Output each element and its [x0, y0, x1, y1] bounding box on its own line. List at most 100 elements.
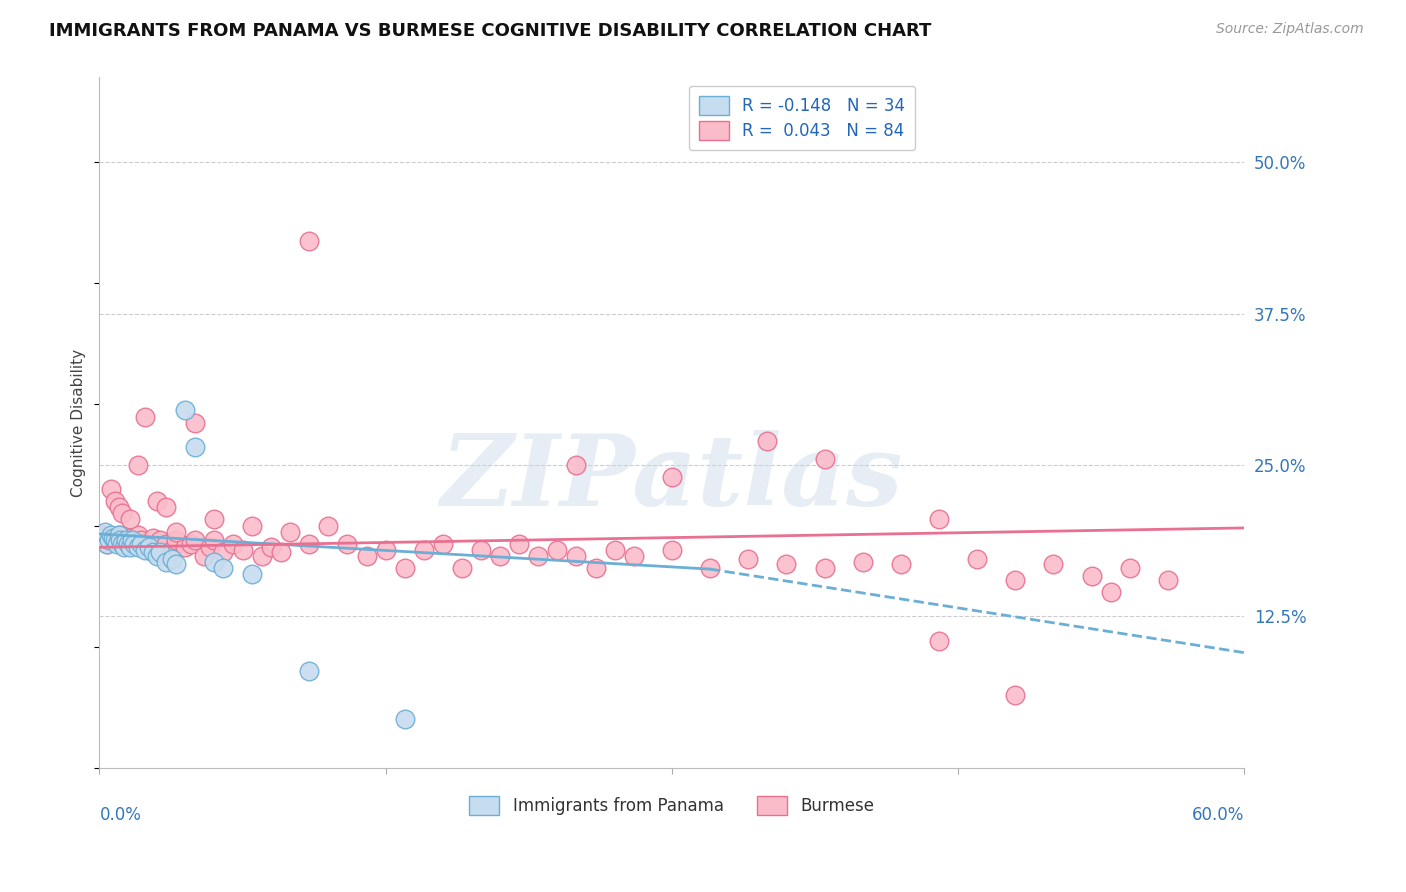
Point [1004, 573, 1026, 587]
Point [138, 541, 160, 555]
Point [149, 545, 172, 559]
Point [184, 440, 207, 454]
Point [527, 549, 550, 563]
Point [115, 536, 138, 550]
Point [165, 524, 187, 539]
Point [1080, 569, 1102, 583]
Point [104, 494, 127, 508]
Point [432, 536, 454, 550]
Point [623, 549, 645, 563]
Point [412, 542, 434, 557]
Point [775, 558, 797, 572]
Point [240, 566, 263, 581]
Point [142, 545, 165, 559]
Point [813, 561, 835, 575]
Point [91, 528, 114, 542]
Point [928, 512, 950, 526]
Point [508, 536, 530, 550]
Point [193, 549, 215, 563]
Point [966, 552, 988, 566]
Point [111, 507, 134, 521]
Point [145, 494, 167, 508]
Point [212, 545, 235, 559]
Point [603, 542, 626, 557]
Point [165, 558, 187, 572]
Point [232, 542, 254, 557]
Point [127, 541, 149, 555]
Y-axis label: Cognitive Disability: Cognitive Disability [72, 349, 86, 497]
Point [122, 536, 145, 550]
Point [202, 512, 225, 526]
Point [112, 541, 135, 555]
Point [180, 536, 202, 550]
Point [260, 541, 283, 555]
Point [565, 458, 588, 472]
Text: Source: ZipAtlas.com: Source: ZipAtlas.com [1216, 22, 1364, 37]
Point [127, 458, 149, 472]
Point [585, 561, 607, 575]
Point [174, 403, 197, 417]
Point [394, 561, 416, 575]
Point [1157, 573, 1180, 587]
Point [100, 482, 122, 496]
Point [160, 552, 183, 566]
Point [149, 533, 172, 547]
Point [100, 528, 122, 542]
Point [155, 536, 177, 550]
Text: 0.0%: 0.0% [100, 805, 142, 823]
Point [96, 536, 118, 550]
Point [118, 541, 141, 555]
Point [298, 664, 321, 678]
Point [394, 712, 416, 726]
Point [98, 533, 121, 547]
Point [121, 533, 143, 547]
Point [1042, 558, 1064, 572]
Point [174, 541, 197, 555]
Point [165, 533, 187, 547]
Point [110, 533, 132, 547]
Point [270, 545, 292, 559]
Point [107, 500, 129, 515]
Point [142, 531, 165, 545]
Point [813, 451, 835, 466]
Point [100, 531, 122, 545]
Point [122, 536, 145, 550]
Point [1004, 688, 1026, 702]
Point [661, 542, 683, 557]
Point [565, 549, 588, 563]
Point [184, 533, 207, 547]
Point [94, 524, 117, 539]
Point [298, 234, 321, 248]
Text: IMMIGRANTS FROM PANAMA VS BURMESE COGNITIVE DISABILITY CORRELATION CHART: IMMIGRANTS FROM PANAMA VS BURMESE COGNIT… [49, 22, 932, 40]
Point [470, 542, 492, 557]
Point [890, 558, 912, 572]
Point [1119, 561, 1142, 575]
Point [298, 536, 321, 550]
Point [155, 500, 177, 515]
Point [131, 536, 153, 550]
Point [489, 549, 512, 563]
Point [699, 561, 721, 575]
Legend: Immigrants from Panama, Burmese: Immigrants from Panama, Burmese [463, 789, 882, 822]
Point [198, 541, 221, 555]
Text: ZIPatlas: ZIPatlas [440, 430, 903, 526]
Point [451, 561, 474, 575]
Point [111, 536, 134, 550]
Point [101, 531, 124, 545]
Point [318, 518, 340, 533]
Point [661, 470, 683, 484]
Point [212, 561, 235, 575]
Point [118, 531, 141, 545]
Point [134, 542, 156, 557]
Point [374, 542, 396, 557]
Point [107, 528, 129, 542]
Point [356, 549, 378, 563]
Point [91, 531, 114, 545]
Point [222, 536, 245, 550]
Point [104, 533, 127, 547]
Point [737, 552, 759, 566]
Point [131, 533, 153, 547]
Point [117, 536, 139, 550]
Point [107, 528, 129, 542]
Point [145, 549, 167, 563]
